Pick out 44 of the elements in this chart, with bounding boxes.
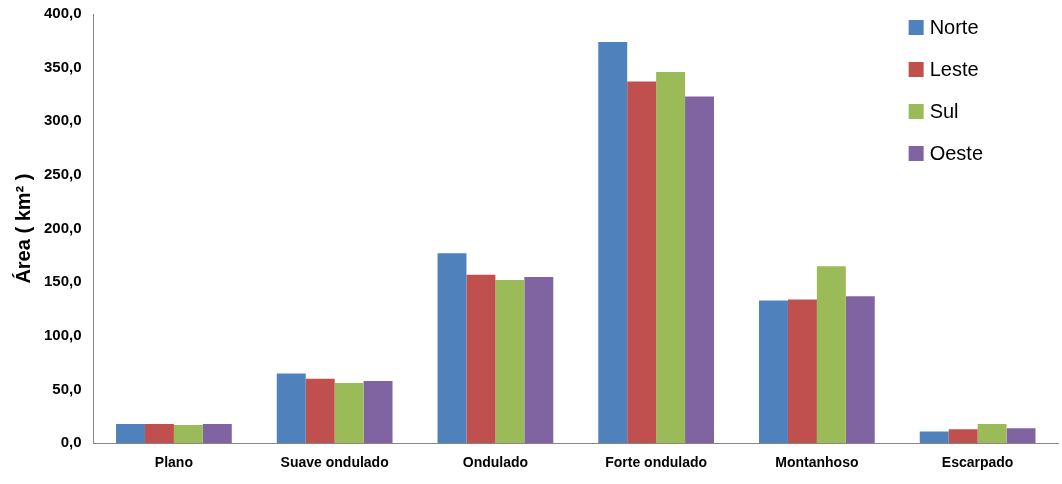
bar (495, 280, 525, 444)
bar (466, 274, 496, 444)
bar (305, 378, 335, 444)
bar (363, 380, 393, 444)
legend-label: Sul (929, 99, 959, 122)
y-tick-label: 200,0 (43, 218, 82, 236)
x-tick-label: Montanhoso (775, 454, 859, 471)
y-tick-label: 0,0 (60, 433, 82, 451)
bar (144, 423, 174, 444)
y-axis-title: Área ( km² ) (11, 173, 34, 284)
bar (685, 96, 715, 444)
y-tick-label: 250,0 (43, 165, 82, 183)
bar (627, 81, 657, 444)
y-tick-label: 400,0 (43, 4, 82, 22)
legend-label: Oeste (929, 141, 983, 164)
bar (787, 299, 817, 444)
bar (116, 423, 145, 444)
x-tick-label: Forte ondulado (605, 454, 708, 471)
y-tick-label: 150,0 (43, 272, 82, 290)
bar (524, 276, 554, 444)
y-tick-label: 350,0 (43, 57, 82, 75)
bar (977, 423, 1007, 444)
bar (598, 41, 628, 444)
bar (1006, 428, 1036, 444)
bar (759, 300, 788, 444)
y-tick-label: 50,0 (52, 379, 82, 397)
bar (276, 373, 306, 444)
x-tick-label: Suave ondulado (280, 454, 389, 471)
x-tick-label: Plano (154, 454, 193, 471)
bar (948, 429, 978, 444)
y-tick-label: 100,0 (43, 326, 82, 344)
bar (919, 431, 949, 444)
legend-label: Norte (929, 15, 979, 38)
bar (816, 266, 846, 444)
bar (202, 423, 232, 444)
bar (173, 424, 203, 444)
bar (845, 296, 875, 444)
legend-label: Leste (929, 57, 979, 80)
y-tick-label: 300,0 (43, 111, 82, 129)
bar (437, 253, 467, 444)
x-tick-label: Escarpado (941, 454, 1014, 471)
x-tick-label: Ondulado (462, 454, 529, 471)
bar (656, 71, 686, 444)
bar (334, 383, 364, 444)
